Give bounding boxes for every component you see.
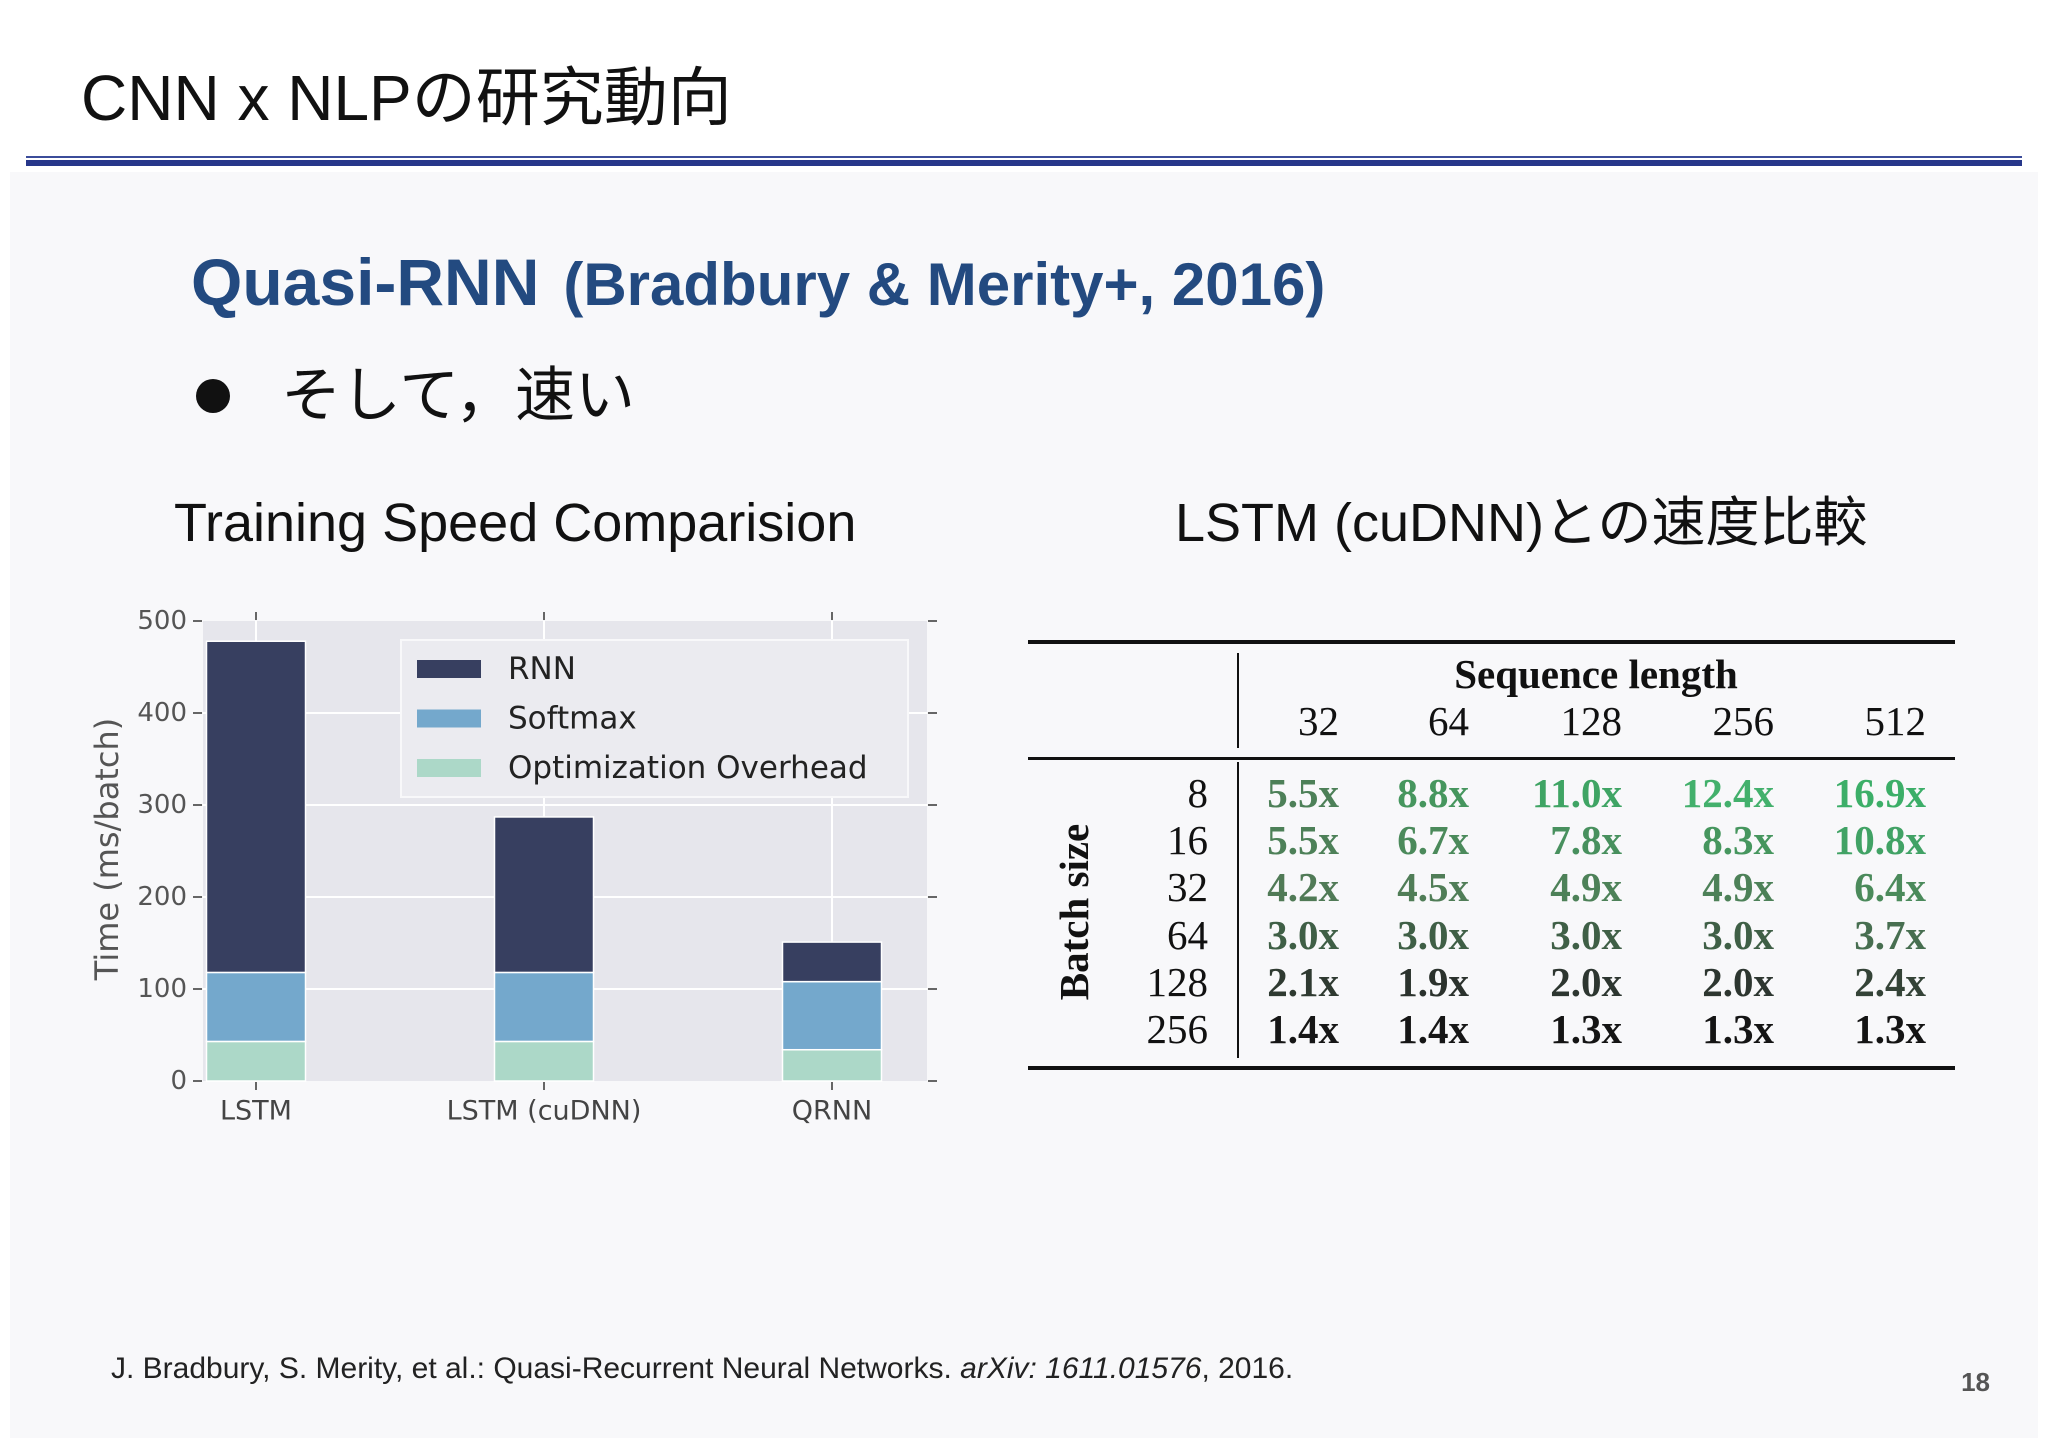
heading-model-name: Quasi-RNN bbox=[191, 245, 540, 319]
speedup-cell: 12.4x bbox=[1681, 770, 1774, 816]
speedup-cell: 7.8x bbox=[1550, 817, 1622, 864]
speedup-cell: 3.0x bbox=[1550, 911, 1622, 958]
speedup-cell: 2.1x bbox=[1267, 958, 1339, 1005]
speedup-cell: 6.4x bbox=[1854, 864, 1926, 911]
section-heading: Quasi-RNN (Bradbury & Merity+, 2016) bbox=[191, 246, 1325, 337]
speedup-cell: 4.5x bbox=[1397, 864, 1469, 911]
speedup-cell: 1.4x bbox=[1267, 1006, 1339, 1052]
header-rule-thick bbox=[26, 160, 2022, 166]
speedup-cell: 3.0x bbox=[1267, 911, 1339, 958]
reference-authors-title: J. Bradbury, S. Merity, et al.: Quasi-Re… bbox=[111, 1352, 961, 1385]
y-axis-label: Time (ms/batch) bbox=[88, 718, 126, 981]
row-label: 128 bbox=[1146, 958, 1209, 1005]
speedup-cell: 4.9x bbox=[1550, 864, 1622, 911]
table-body-divider bbox=[1237, 762, 1239, 1058]
legend-box bbox=[400, 639, 909, 798]
y-tick-label: 0 bbox=[170, 1066, 187, 1096]
y-tick-label: 400 bbox=[137, 698, 187, 728]
slide-title: CNN x NLPの研究動向 bbox=[81, 62, 732, 134]
table-bottom-rule bbox=[1028, 1066, 1955, 1070]
speedup-cell: 1.3x bbox=[1854, 1006, 1926, 1052]
legend-swatch-softmax bbox=[417, 709, 481, 728]
y-tick-label: 100 bbox=[137, 974, 187, 1004]
bullet-dot-icon bbox=[196, 379, 230, 413]
speedup-cell: 3.7x bbox=[1854, 911, 1926, 958]
speed-comparison-table: Sequence length Batch size 32 64 128 256 512… bbox=[1028, 630, 1955, 1075]
reference-arxiv-id: arXiv: 1611.01576 bbox=[960, 1352, 1202, 1385]
speedup-cell: 2.0x bbox=[1702, 958, 1774, 1005]
speedup-cell: 5.5x bbox=[1267, 817, 1339, 864]
bar-lstm-rnn bbox=[205, 640, 307, 974]
heading-citation: (Bradbury & Merity+, 2016) bbox=[563, 251, 1326, 318]
legend-label-softmax: Softmax bbox=[508, 701, 637, 737]
speedup-cell: 11.0x bbox=[1532, 770, 1622, 816]
column-group-label: Sequence length bbox=[1454, 651, 1738, 697]
training-speed-chart: 0 100 200 300 400 500 LSTM LSTM (cuDNN) QRNN Time… bbox=[60, 590, 960, 1150]
x-tick-label-lstm-cudnn: LSTM (cuDNN) bbox=[447, 1096, 642, 1127]
column-header: 64 bbox=[1428, 698, 1469, 744]
column-header: 128 bbox=[1560, 698, 1623, 744]
legend-swatch-rnn bbox=[417, 660, 481, 678]
bar-lstm-optimization-overhead bbox=[205, 1040, 307, 1082]
column-header: 32 bbox=[1298, 698, 1339, 744]
x-tick-label-qrnn: QRNN bbox=[792, 1096, 872, 1127]
table-caption: LSTM (cuDNN)との速度比較 bbox=[1175, 493, 1868, 553]
page-number: 18 bbox=[1961, 1367, 1990, 1397]
row-label: 32 bbox=[1167, 864, 1208, 911]
legend-label-optimization-overhead: Optimization Overhead bbox=[508, 750, 868, 786]
bar-lstm-cudnn-rnn bbox=[493, 816, 595, 974]
chart-svg: 0 100 200 300 400 500 LSTM LSTM (cuDNN) QRNN Time… bbox=[88, 606, 937, 1127]
header-rule-thin bbox=[26, 156, 2022, 158]
speedup-cell: 1.9x bbox=[1397, 958, 1469, 1005]
speedup-cell: 8.8x bbox=[1397, 770, 1469, 816]
row-label: 16 bbox=[1167, 817, 1208, 864]
legend-label-rnn: RNN bbox=[508, 651, 576, 687]
row-label: 64 bbox=[1167, 911, 1208, 958]
bar-lstm-softmax bbox=[205, 971, 307, 1043]
speedup-cell: 1.3x bbox=[1550, 1006, 1622, 1052]
speedup-cell: 3.0x bbox=[1397, 911, 1469, 958]
row-label: 8 bbox=[1187, 770, 1209, 816]
speedup-cell: 8.3x bbox=[1702, 817, 1774, 864]
reference-footer: J. Bradbury, S. Merity, et al.: Quasi-Re… bbox=[111, 1349, 1293, 1389]
bullet-text: そして，速い bbox=[281, 362, 635, 429]
speedup-cell: 3.0x bbox=[1702, 911, 1774, 958]
speedup-cell: 2.0x bbox=[1550, 958, 1622, 1005]
speedup-cell: 4.2x bbox=[1267, 864, 1339, 911]
column-header: 256 bbox=[1712, 698, 1775, 744]
speedup-cell: 1.3x bbox=[1702, 1006, 1774, 1052]
chart-caption: Training Speed Comparision bbox=[174, 493, 857, 553]
reference-year: , 2016. bbox=[1201, 1352, 1294, 1385]
bar-lstm-cudnn-softmax bbox=[493, 971, 595, 1043]
speedup-cell: 5.5x bbox=[1267, 770, 1339, 816]
table-mid-rule bbox=[1028, 757, 1955, 760]
row-label: 256 bbox=[1146, 1006, 1209, 1052]
speedup-cell: 16.9x bbox=[1833, 770, 1926, 816]
speedup-cell: 1.4x bbox=[1397, 1006, 1469, 1052]
y-tick-label: 200 bbox=[137, 882, 187, 912]
table-top-rule bbox=[1028, 640, 1955, 644]
bar-qrnn-optimization-overhead bbox=[781, 1048, 883, 1082]
y-tick-label: 500 bbox=[137, 606, 187, 636]
speedup-cell: 10.8x bbox=[1833, 817, 1926, 864]
table-header-divider bbox=[1237, 653, 1239, 748]
speedup-cell: 2.4x bbox=[1854, 958, 1926, 1005]
bar-qrnn-rnn bbox=[781, 941, 883, 983]
column-header: 512 bbox=[1864, 698, 1927, 744]
y-tick-label: 300 bbox=[137, 790, 187, 820]
x-tick-label-lstm: LSTM bbox=[220, 1096, 292, 1127]
bar-qrnn-softmax bbox=[781, 980, 883, 1051]
legend-swatch-optimization-overhead bbox=[417, 759, 481, 777]
speedup-cell: 4.9x bbox=[1702, 864, 1774, 911]
bar-lstm-cudnn-optimization-overhead bbox=[493, 1040, 595, 1082]
speedup-cell: 6.7x bbox=[1397, 817, 1469, 864]
